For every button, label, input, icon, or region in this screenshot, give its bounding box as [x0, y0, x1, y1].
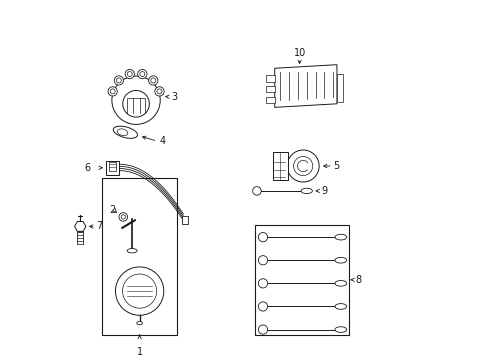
- Ellipse shape: [113, 126, 137, 138]
- Ellipse shape: [334, 327, 346, 332]
- Bar: [102, 179, 177, 335]
- Circle shape: [119, 213, 127, 221]
- Bar: [255, 225, 348, 335]
- Bar: [181, 216, 187, 224]
- Ellipse shape: [334, 234, 346, 240]
- Text: 5: 5: [333, 161, 339, 171]
- Circle shape: [258, 279, 267, 288]
- Bar: [265, 86, 274, 93]
- Text: 10: 10: [293, 48, 305, 58]
- Circle shape: [252, 186, 261, 195]
- Text: 1: 1: [136, 347, 142, 357]
- Bar: [265, 75, 274, 82]
- Ellipse shape: [334, 303, 346, 309]
- Bar: [336, 73, 343, 102]
- FancyArrowPatch shape: [122, 220, 135, 228]
- Circle shape: [286, 150, 319, 182]
- Circle shape: [258, 233, 267, 242]
- Ellipse shape: [127, 248, 137, 253]
- Ellipse shape: [301, 188, 312, 194]
- Circle shape: [138, 69, 147, 79]
- Circle shape: [258, 256, 267, 265]
- Circle shape: [258, 325, 267, 334]
- Circle shape: [112, 76, 160, 125]
- Bar: [272, 152, 287, 180]
- Bar: [105, 161, 119, 175]
- Circle shape: [114, 76, 123, 85]
- Circle shape: [148, 76, 158, 85]
- Circle shape: [125, 69, 134, 79]
- Ellipse shape: [334, 280, 346, 286]
- Text: 3: 3: [171, 92, 177, 102]
- Circle shape: [115, 267, 163, 315]
- Text: 9: 9: [320, 186, 326, 196]
- Bar: [265, 97, 274, 103]
- Text: 4: 4: [159, 136, 165, 146]
- Ellipse shape: [137, 321, 142, 325]
- Ellipse shape: [334, 257, 346, 263]
- Bar: [109, 162, 116, 171]
- Circle shape: [108, 87, 117, 96]
- Text: 6: 6: [84, 163, 90, 173]
- Polygon shape: [274, 65, 336, 107]
- Text: 8: 8: [355, 275, 361, 285]
- Circle shape: [258, 302, 267, 311]
- Text: 7: 7: [96, 221, 102, 231]
- Text: 2: 2: [109, 205, 115, 215]
- Circle shape: [155, 87, 164, 96]
